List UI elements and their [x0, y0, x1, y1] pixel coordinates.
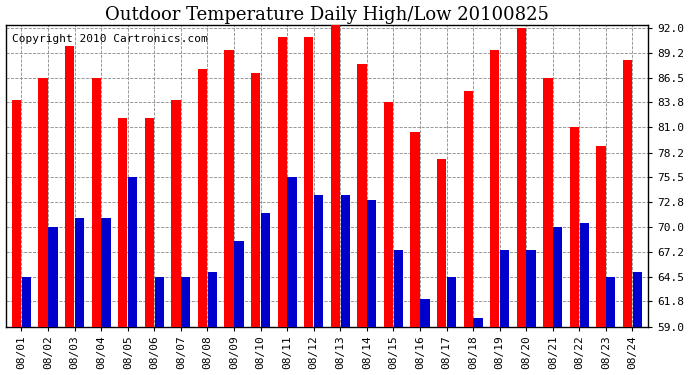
Bar [181, 277, 190, 327]
Bar [128, 177, 137, 327]
Bar [526, 250, 535, 327]
Bar [22, 277, 31, 327]
Bar [394, 250, 403, 327]
Bar [145, 118, 154, 327]
Bar [208, 272, 217, 327]
Bar [553, 227, 562, 327]
Bar [580, 222, 589, 327]
Bar [12, 100, 21, 327]
Bar [235, 241, 244, 327]
Bar [251, 73, 260, 327]
Bar [39, 78, 48, 327]
Bar [304, 37, 313, 327]
Bar [367, 200, 377, 327]
Bar [420, 300, 430, 327]
Bar [473, 318, 482, 327]
Bar [277, 37, 287, 327]
Bar [570, 128, 579, 327]
Bar [101, 218, 111, 327]
Bar [341, 195, 350, 327]
Bar [384, 102, 393, 327]
Bar [447, 277, 456, 327]
Bar [607, 277, 615, 327]
Bar [490, 51, 500, 327]
Bar [623, 60, 632, 327]
Bar [118, 118, 128, 327]
Bar [92, 78, 101, 327]
Bar [633, 272, 642, 327]
Bar [331, 23, 340, 327]
Bar [517, 28, 526, 327]
Bar [75, 218, 84, 327]
Bar [464, 91, 473, 327]
Bar [48, 227, 58, 327]
Title: Outdoor Temperature Daily High/Low 20100825: Outdoor Temperature Daily High/Low 20100… [105, 6, 549, 24]
Bar [198, 69, 207, 327]
Bar [261, 213, 270, 327]
Bar [65, 46, 75, 327]
Bar [500, 250, 509, 327]
Bar [596, 146, 606, 327]
Text: Copyright 2010 Cartronics.com: Copyright 2010 Cartronics.com [12, 34, 208, 44]
Bar [171, 100, 181, 327]
Bar [437, 159, 446, 327]
Bar [155, 277, 164, 327]
Bar [314, 195, 324, 327]
Bar [224, 51, 234, 327]
Bar [543, 78, 553, 327]
Bar [411, 132, 420, 327]
Bar [288, 177, 297, 327]
Bar [357, 64, 366, 327]
